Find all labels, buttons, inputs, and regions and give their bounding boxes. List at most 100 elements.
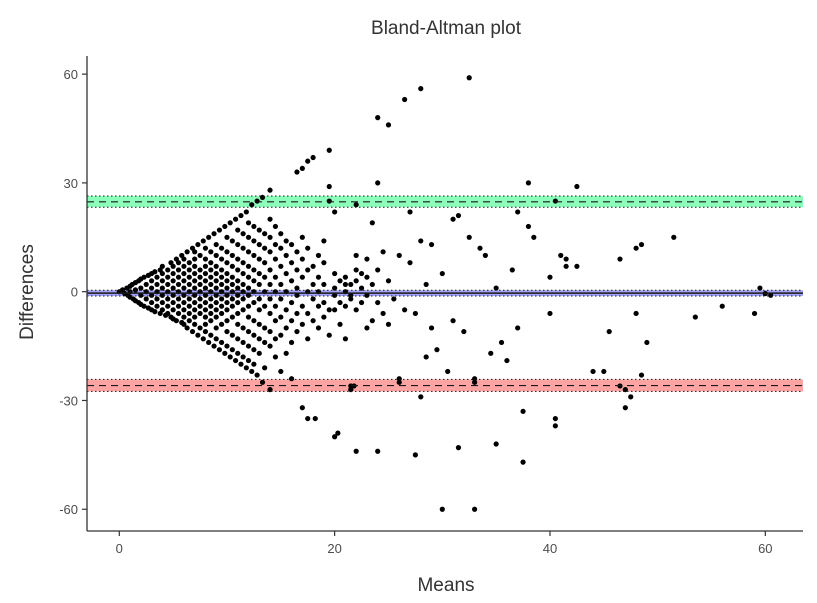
data-point xyxy=(256,296,262,302)
data-point xyxy=(202,256,209,262)
data-point xyxy=(186,310,192,317)
y-axis-title: Differences xyxy=(17,244,38,340)
data-point xyxy=(353,307,359,313)
data-point xyxy=(299,274,305,280)
data-point xyxy=(493,285,499,291)
data-point xyxy=(170,270,176,277)
data-point xyxy=(337,299,343,306)
data-point xyxy=(227,354,233,360)
data-point xyxy=(466,234,472,240)
data-point xyxy=(525,180,532,186)
data-point xyxy=(170,278,176,284)
data-point xyxy=(235,350,241,356)
data-point xyxy=(751,310,758,317)
data-point xyxy=(369,220,375,226)
data-point xyxy=(256,227,262,233)
data-point xyxy=(574,263,580,269)
data-point xyxy=(245,292,252,298)
data-point xyxy=(251,361,257,367)
data-point xyxy=(197,303,203,309)
data-point xyxy=(482,252,488,259)
data-point xyxy=(278,296,284,302)
data-point xyxy=(305,310,311,317)
data-point xyxy=(235,256,241,262)
data-point xyxy=(262,274,268,280)
data-point xyxy=(254,372,260,378)
data-point xyxy=(423,354,429,360)
x-tick-label: 20 xyxy=(327,541,341,556)
data-point xyxy=(638,372,645,378)
data-point xyxy=(391,296,397,302)
data-point xyxy=(245,249,252,255)
data-point xyxy=(200,238,206,244)
data-point xyxy=(288,278,295,284)
data-point xyxy=(175,310,182,317)
data-point xyxy=(332,285,338,291)
data-point xyxy=(407,209,413,215)
data-point xyxy=(224,292,230,298)
data-point xyxy=(197,252,203,259)
data-point xyxy=(531,234,537,240)
data-point xyxy=(321,299,327,306)
data-point xyxy=(262,231,268,237)
data-point xyxy=(184,249,190,255)
data-point xyxy=(288,299,295,306)
data-point xyxy=(439,506,445,512)
data-point xyxy=(412,452,418,458)
data-point xyxy=(375,115,381,121)
data-point xyxy=(455,212,462,219)
data-point xyxy=(262,325,268,331)
data-point xyxy=(186,260,192,266)
data-point xyxy=(186,303,192,309)
data-point xyxy=(254,198,260,204)
data-point xyxy=(294,310,300,317)
data-point xyxy=(310,154,316,161)
data-point xyxy=(249,202,255,208)
data-point xyxy=(633,310,639,317)
data-point xyxy=(232,357,239,364)
data-point xyxy=(283,238,289,244)
data-point xyxy=(294,285,300,291)
data-point xyxy=(213,314,219,320)
data-point xyxy=(245,328,252,335)
data-point xyxy=(358,285,365,291)
data-point xyxy=(305,336,311,342)
data-point xyxy=(186,274,192,280)
data-point xyxy=(202,314,209,320)
data-point xyxy=(192,249,198,255)
data-point xyxy=(192,321,198,327)
data-point xyxy=(256,270,262,277)
data-point xyxy=(227,220,233,226)
data-point xyxy=(525,223,532,230)
data-point xyxy=(208,332,214,338)
data-point xyxy=(428,241,435,248)
data-point xyxy=(245,263,252,269)
data-point xyxy=(466,75,472,81)
data-point xyxy=(251,238,257,244)
data-point xyxy=(369,281,375,288)
data-point xyxy=(256,256,262,262)
data-point xyxy=(211,231,217,237)
data-point xyxy=(520,459,526,465)
data-point xyxy=(299,303,305,309)
data-point xyxy=(342,303,349,309)
data-point xyxy=(224,249,230,255)
data-point xyxy=(159,263,165,269)
data-point xyxy=(222,350,228,356)
data-point xyxy=(200,336,206,342)
data-point xyxy=(143,296,149,302)
data-point xyxy=(184,325,190,331)
data-point xyxy=(396,376,402,382)
data-point xyxy=(439,270,445,277)
data-point xyxy=(272,256,279,262)
data-point xyxy=(186,296,192,302)
data-point xyxy=(245,274,252,280)
x-axis-title: Means xyxy=(417,575,474,596)
data-point xyxy=(149,292,155,298)
data-point xyxy=(202,328,209,335)
data-point xyxy=(245,285,252,291)
data-point xyxy=(520,408,526,414)
data-point xyxy=(375,180,381,186)
data-point xyxy=(213,307,219,313)
data-point xyxy=(364,325,370,331)
